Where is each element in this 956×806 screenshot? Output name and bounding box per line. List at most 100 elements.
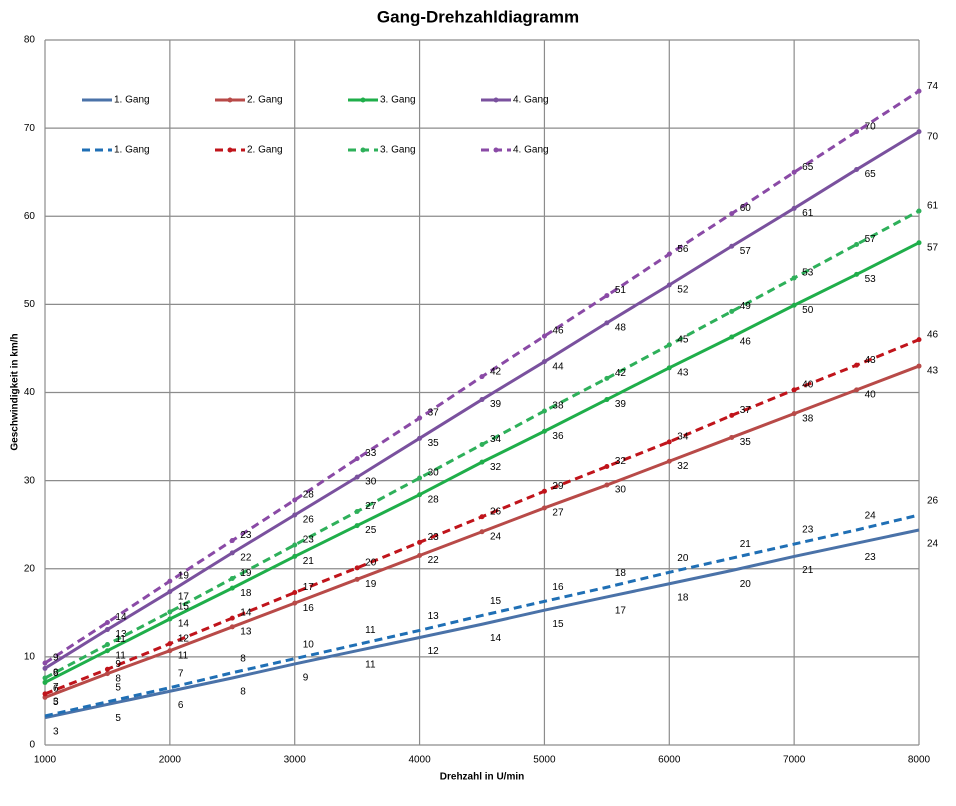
point bbox=[729, 334, 735, 340]
data-label: 46 bbox=[552, 326, 564, 337]
point bbox=[104, 671, 110, 677]
data-label: 70 bbox=[865, 121, 877, 132]
point bbox=[541, 408, 547, 414]
data-label: 14 bbox=[178, 619, 190, 630]
point bbox=[541, 488, 547, 494]
point bbox=[417, 415, 423, 421]
data-label: 21 bbox=[740, 539, 752, 550]
data-label: 43 bbox=[677, 367, 689, 378]
point bbox=[541, 505, 547, 511]
point bbox=[42, 691, 48, 697]
x-tick-label: 7000 bbox=[783, 755, 806, 766]
data-label: 74 bbox=[927, 81, 939, 92]
legend-label: 1. Gang bbox=[114, 145, 150, 156]
data-label: 3 bbox=[53, 726, 59, 737]
data-label: 36 bbox=[552, 431, 564, 442]
data-label: 28 bbox=[303, 490, 315, 501]
data-label: 23 bbox=[303, 535, 315, 546]
data-label: 23 bbox=[428, 532, 440, 543]
point bbox=[541, 359, 547, 365]
point bbox=[604, 482, 610, 488]
point bbox=[791, 411, 797, 417]
data-label: 38 bbox=[552, 401, 564, 412]
point bbox=[479, 397, 485, 403]
point bbox=[604, 397, 610, 403]
point bbox=[292, 600, 298, 606]
x-tick-label: 5000 bbox=[533, 755, 556, 766]
data-label: 39 bbox=[490, 399, 502, 410]
data-label: 19 bbox=[178, 571, 190, 582]
data-label: 9 bbox=[303, 673, 309, 684]
point bbox=[292, 512, 298, 518]
legend-marker bbox=[227, 147, 233, 153]
data-label: 5 bbox=[115, 713, 121, 724]
data-label: 15 bbox=[178, 602, 190, 613]
data-label: 57 bbox=[927, 242, 939, 253]
data-label: 13 bbox=[240, 627, 252, 638]
data-label: 9 bbox=[115, 659, 121, 670]
data-label: 32 bbox=[490, 462, 502, 473]
y-tick-label: 50 bbox=[24, 299, 36, 310]
point bbox=[417, 475, 423, 481]
point bbox=[292, 497, 298, 503]
point bbox=[104, 642, 110, 648]
point bbox=[666, 282, 672, 288]
data-label: 17 bbox=[615, 606, 627, 617]
point bbox=[916, 363, 922, 369]
legend-marker bbox=[227, 97, 233, 103]
data-label: 50 bbox=[802, 305, 814, 316]
data-label: 5 bbox=[53, 697, 59, 708]
point bbox=[854, 387, 860, 393]
point bbox=[666, 251, 672, 257]
data-label: 14 bbox=[490, 633, 502, 644]
x-tick-label: 6000 bbox=[658, 755, 681, 766]
legend-label: 4. Gang bbox=[513, 95, 549, 106]
point bbox=[417, 539, 423, 545]
data-label: 37 bbox=[428, 408, 440, 419]
data-label: 48 bbox=[615, 323, 627, 334]
point bbox=[791, 205, 797, 211]
data-label: 15 bbox=[490, 596, 502, 607]
data-label: 13 bbox=[115, 629, 127, 640]
data-label: 23 bbox=[865, 552, 877, 563]
y-tick-label: 70 bbox=[24, 123, 36, 134]
point bbox=[604, 293, 610, 299]
data-label: 25 bbox=[365, 525, 377, 536]
point bbox=[791, 275, 797, 281]
point bbox=[292, 542, 298, 548]
point bbox=[354, 474, 360, 480]
point bbox=[417, 435, 423, 441]
data-label: 11 bbox=[115, 650, 126, 661]
point bbox=[729, 434, 735, 440]
point bbox=[604, 320, 610, 326]
data-label: 28 bbox=[428, 494, 440, 505]
data-label: 57 bbox=[740, 246, 752, 257]
data-label: 8 bbox=[53, 668, 59, 679]
data-label: 23 bbox=[802, 525, 814, 536]
point bbox=[854, 362, 860, 368]
x-tick-label: 3000 bbox=[284, 755, 307, 766]
data-label: 39 bbox=[615, 399, 627, 410]
data-label: 20 bbox=[677, 553, 689, 564]
point bbox=[916, 88, 922, 94]
point bbox=[729, 211, 735, 217]
legend-label: 4. Gang bbox=[513, 145, 549, 156]
legend-marker bbox=[360, 97, 366, 103]
data-label: 10 bbox=[303, 639, 315, 650]
point bbox=[479, 459, 485, 465]
data-label: 26 bbox=[927, 496, 939, 507]
point bbox=[354, 508, 360, 514]
y-axis-title: Geschwindigkeit in km/h bbox=[10, 333, 21, 450]
data-label: 45 bbox=[677, 335, 689, 346]
chart-title: Gang-Drehzahldiagramm bbox=[377, 7, 579, 26]
point bbox=[167, 616, 173, 622]
point bbox=[479, 374, 485, 380]
data-label: 57 bbox=[865, 234, 877, 245]
series-line bbox=[44, 513, 920, 718]
data-label: 14 bbox=[240, 608, 252, 619]
data-label: 34 bbox=[490, 434, 502, 445]
data-label: 40 bbox=[865, 389, 877, 400]
x-tick-label: 2000 bbox=[159, 755, 182, 766]
point bbox=[42, 694, 48, 700]
point bbox=[541, 428, 547, 434]
